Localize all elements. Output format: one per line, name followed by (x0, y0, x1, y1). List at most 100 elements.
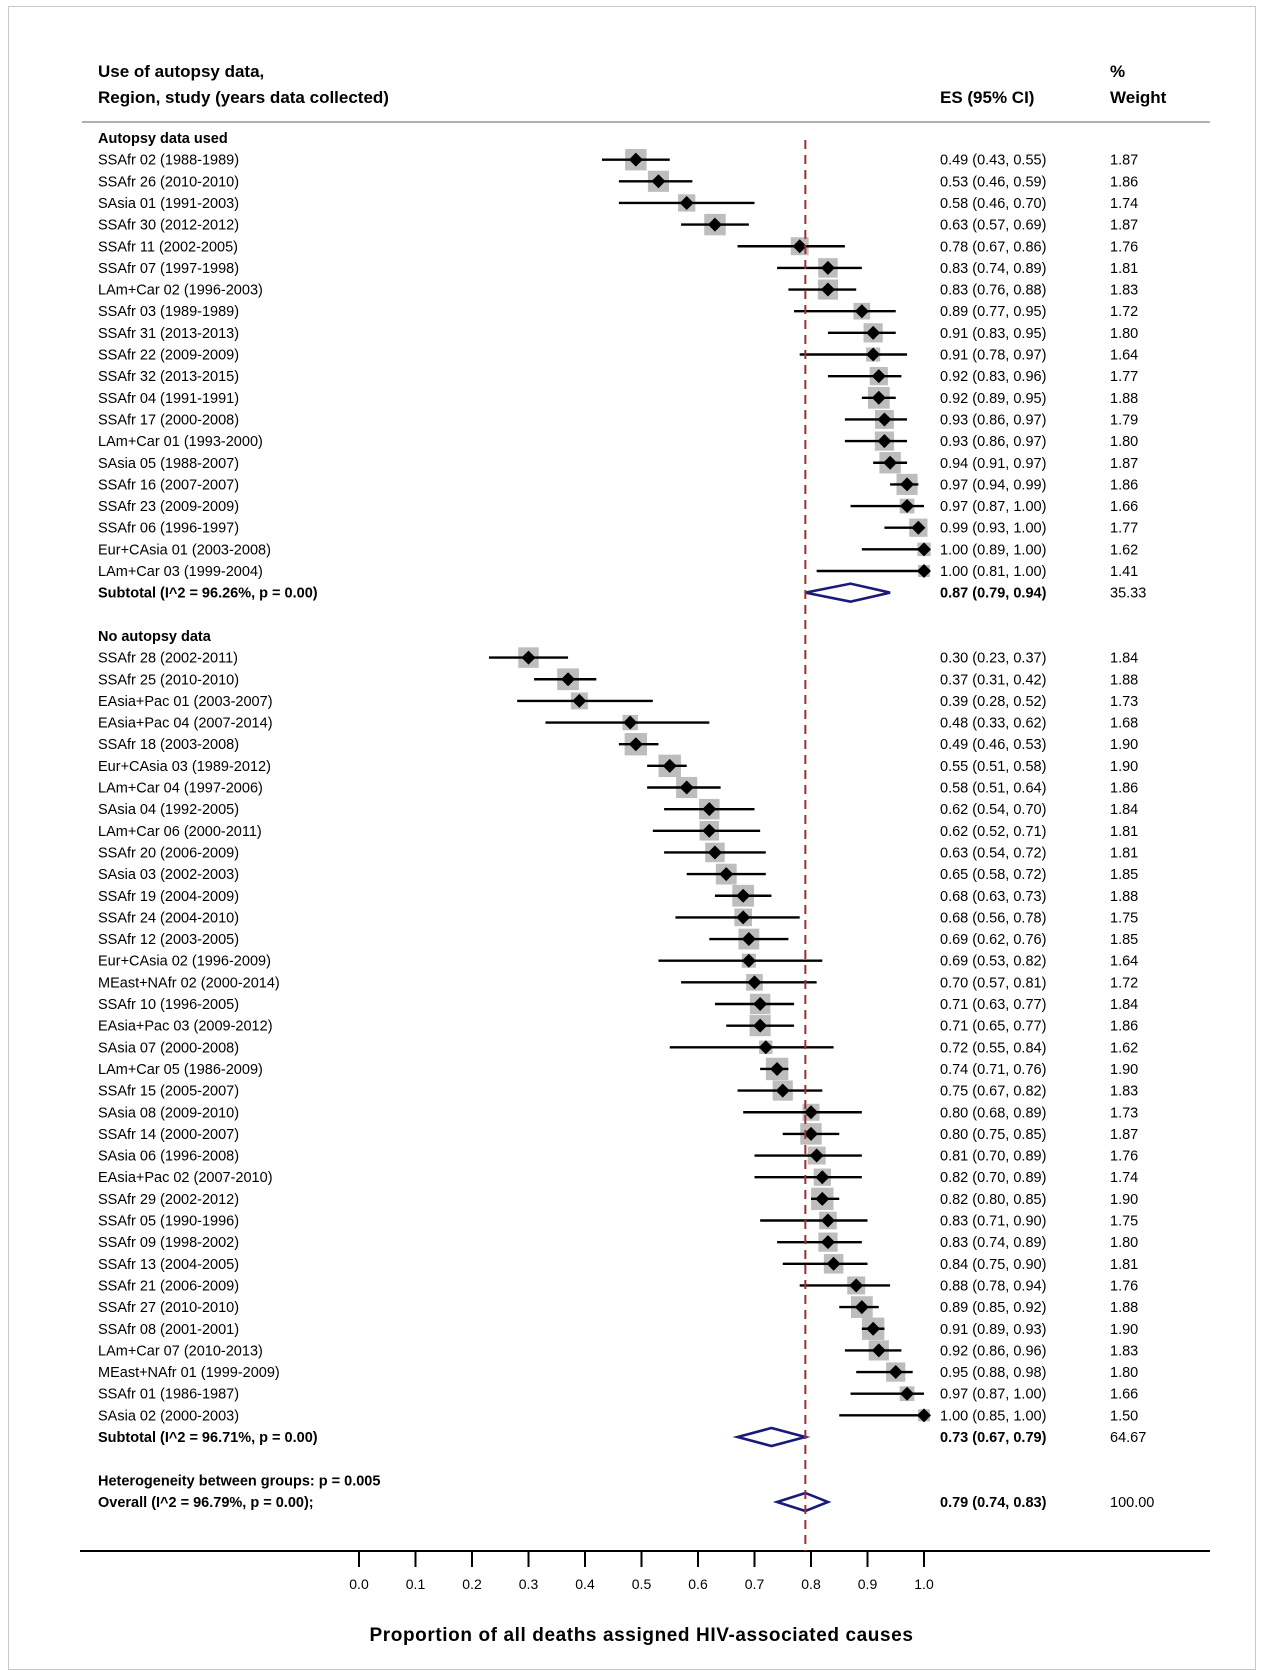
point-estimate (854, 304, 869, 319)
es-ci-value: 0.49 (0.43, 0.55) (940, 153, 1046, 169)
study-label: SSAfr 11 (2002-2005) (98, 239, 238, 255)
point-estimate (804, 1105, 818, 1120)
es-ci-value: 0.78 (0.67, 0.86) (940, 239, 1046, 255)
weight-value: 1.64 (1110, 348, 1138, 364)
weight-value: 1.86 (1110, 174, 1138, 190)
es-ci-value: 0.55 (0.51, 0.58) (940, 759, 1046, 775)
es-ci-value: 0.89 (0.77, 0.95) (940, 304, 1046, 320)
x-tick-label: 0.2 (462, 1576, 482, 1592)
point-estimate (628, 737, 643, 752)
es-ci-value: 0.92 (0.86, 0.96) (940, 1343, 1046, 1359)
weight-value: 1.72 (1110, 304, 1138, 320)
overall-label: Overall (I^2 = 96.79%, p = 0.00); (98, 1495, 314, 1511)
weight-value: 1.73 (1110, 694, 1138, 710)
weight-value: 1.81 (1110, 824, 1138, 840)
point-estimate (900, 499, 915, 514)
es-ci-value: 0.89 (0.85, 0.92) (940, 1300, 1046, 1316)
study-label: SSAfr 17 (2000-2008) (98, 412, 239, 428)
es-ci-value: 0.63 (0.54, 0.72) (940, 845, 1046, 861)
point-estimate (561, 672, 576, 687)
es-ci-value: 0.69 (0.53, 0.82) (940, 954, 1046, 970)
point-estimate (866, 347, 881, 362)
es-ci-value: 0.49 (0.46, 0.53) (940, 737, 1046, 753)
study-label: LAm+Car 03 (1999-2004) (98, 564, 263, 580)
es-ci-value: 0.95 (0.88, 0.98) (940, 1365, 1046, 1381)
weight-value: 1.88 (1110, 672, 1138, 688)
study-label: SAsia 05 (1988-2007) (98, 456, 239, 472)
es-ci-value: 0.62 (0.52, 0.71) (940, 824, 1046, 840)
weight-value: 1.83 (1110, 1343, 1138, 1359)
es-ci-value: 0.48 (0.33, 0.62) (940, 716, 1046, 732)
point-estimate (877, 412, 892, 427)
weight-value: 1.90 (1110, 1322, 1138, 1338)
point-estimate (911, 520, 926, 535)
study-label: SSAfr 06 (1996-1997) (98, 521, 239, 537)
x-axis-label: Proportion of all deaths assigned HIV-as… (369, 1625, 913, 1646)
study-label: SSAfr 24 (2004-2010) (98, 910, 239, 926)
weight-value: 1.66 (1110, 499, 1138, 515)
x-tick-label: 0.0 (349, 1576, 369, 1592)
study-label: SSAfr 14 (2000-2007) (98, 1127, 239, 1143)
point-estimate (572, 693, 587, 708)
study-label: SSAfr 18 (2003-2008) (98, 737, 239, 753)
point-estimate (775, 1083, 790, 1098)
es-ci-value: 0.37 (0.31, 0.42) (940, 672, 1046, 688)
study-label: LAm+Car 04 (1997-2006) (98, 781, 263, 797)
point-estimate (900, 477, 915, 492)
study-label: EAsia+Pac 03 (2009-2012) (98, 1019, 273, 1035)
point-estimate (753, 1018, 768, 1033)
study-label: SSAfr 28 (2002-2011) (98, 651, 238, 667)
study-label: SSAfr 19 (2004-2009) (98, 889, 239, 905)
weight-value: 1.72 (1110, 975, 1138, 991)
study-label: SSAfr 22 (2009-2009) (98, 348, 239, 364)
weight-value: 1.77 (1110, 369, 1138, 385)
es-ci-value: 0.39 (0.28, 0.52) (940, 694, 1046, 710)
es-ci-value: 1.00 (0.81, 1.00) (940, 564, 1046, 580)
es-ci-value: 0.97 (0.94, 0.99) (940, 477, 1046, 493)
point-estimate (753, 997, 768, 1011)
es-ci-value: 0.91 (0.89, 0.93) (940, 1322, 1046, 1338)
weight-value: 1.76 (1110, 239, 1138, 255)
study-label: LAm+Car 07 (2010-2013) (98, 1343, 263, 1359)
point-estimate (917, 564, 931, 578)
study-label: SAsia 04 (1992-2005) (98, 802, 239, 818)
study-label: SAsia 02 (2000-2003) (98, 1408, 239, 1424)
overall-diamond (772, 1491, 832, 1513)
study-label: LAm+Car 06 (2000-2011) (98, 824, 262, 840)
es-ci-value: 0.68 (0.63, 0.73) (940, 889, 1046, 905)
point-estimate (815, 1191, 830, 1206)
subtotal-es: 0.87 (0.79, 0.94) (940, 586, 1047, 602)
subtotal-label: Subtotal (I^2 = 96.71%, p = 0.00) (98, 1430, 318, 1446)
weight-value: 1.87 (1110, 456, 1138, 472)
weight-value: 1.64 (1110, 954, 1138, 970)
weight-value: 1.80 (1110, 326, 1138, 342)
es-ci-value: 0.83 (0.71, 0.90) (940, 1214, 1046, 1230)
point-estimate (741, 953, 756, 968)
point-estimate (747, 975, 762, 990)
point-estimate (628, 152, 643, 167)
study-label: SSAfr 12 (2003-2005) (98, 932, 239, 948)
study-label: SAsia 01 (1991-2003) (98, 196, 239, 212)
point-estimate (623, 715, 638, 730)
es-ci-value: 0.74 (0.71, 0.76) (940, 1062, 1046, 1078)
overall-weight: 100.00 (1110, 1495, 1154, 1511)
weight-value: 1.73 (1110, 1105, 1138, 1121)
es-ci-value: 0.71 (0.63, 0.77) (940, 997, 1046, 1013)
point-estimate (679, 780, 694, 795)
point-estimate (702, 802, 717, 817)
study-label: LAm+Car 05 (1986-2009) (98, 1062, 263, 1078)
es-ci-value: 0.65 (0.58, 0.72) (940, 867, 1046, 883)
header-weight-line2: Weight (1110, 88, 1167, 107)
es-ci-value: 0.99 (0.93, 1.00) (940, 521, 1046, 537)
point-estimate (854, 1300, 869, 1315)
point-estimate (707, 845, 722, 860)
weight-value: 1.90 (1110, 1062, 1138, 1078)
study-label: SSAfr 01 (1986-1987) (98, 1387, 239, 1403)
study-label: MEast+NAfr 01 (1999-2009) (98, 1365, 280, 1381)
weight-value: 1.87 (1110, 153, 1138, 169)
study-label: SSAfr 25 (2010-2010) (98, 672, 239, 688)
es-ci-value: 0.83 (0.76, 0.88) (940, 283, 1046, 299)
study-label: SSAfr 13 (2004-2005) (98, 1257, 239, 1273)
point-estimate (883, 455, 898, 470)
